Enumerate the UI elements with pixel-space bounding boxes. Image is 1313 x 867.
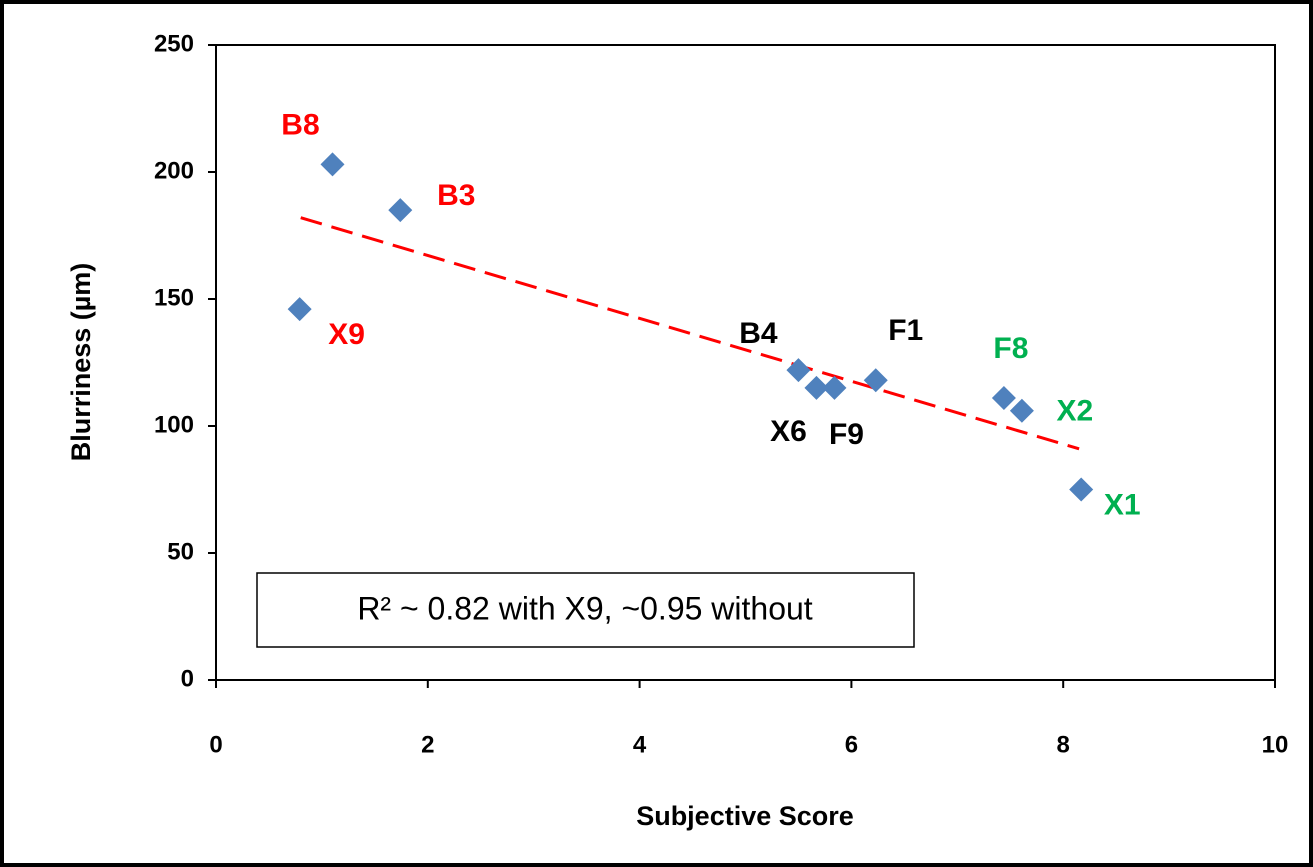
plot-area <box>215 44 1276 681</box>
point-label: B3 <box>437 179 475 212</box>
point <box>287 297 312 322</box>
point-label: F8 <box>993 332 1028 365</box>
y-tick-label: 150 <box>154 284 194 311</box>
point <box>863 368 888 393</box>
x-tick-label: 2 <box>421 731 434 758</box>
y-tick-label: 200 <box>154 157 194 184</box>
point <box>320 152 345 177</box>
point-label: F1 <box>888 314 923 347</box>
annotation-box <box>256 572 915 648</box>
x-tick-label: 10 <box>1262 731 1289 758</box>
point-label: X2 <box>1057 395 1094 428</box>
point <box>991 386 1016 411</box>
point <box>822 375 847 400</box>
annotation: R² ~ 0.82 with X9, ~0.95 without <box>357 590 812 626</box>
point-label: B4 <box>739 317 778 350</box>
x-tick-label: 4 <box>633 731 647 758</box>
y-tick-label: 250 <box>154 30 194 57</box>
point <box>786 358 811 383</box>
y-tick-label: 0 <box>181 665 194 692</box>
point-label: X1 <box>1104 488 1141 521</box>
x-tick-label: 8 <box>1057 731 1070 758</box>
trendline <box>300 216 1080 451</box>
y-axis-label: Blurriness (µm) <box>66 263 96 462</box>
point-label: X9 <box>328 318 365 351</box>
point <box>388 198 413 223</box>
point-label: X6 <box>770 415 807 448</box>
point-label: F9 <box>829 418 864 451</box>
x-tick-label: 0 <box>209 731 222 758</box>
point <box>1069 477 1094 502</box>
y-tick-label: 50 <box>167 538 194 565</box>
point <box>1009 398 1034 423</box>
y-tick-label: 100 <box>154 411 194 438</box>
point-label: B8 <box>281 108 319 141</box>
point <box>804 375 829 400</box>
x-axis-label: Subjective Score <box>636 801 854 831</box>
x-tick-label: 6 <box>845 731 858 758</box>
